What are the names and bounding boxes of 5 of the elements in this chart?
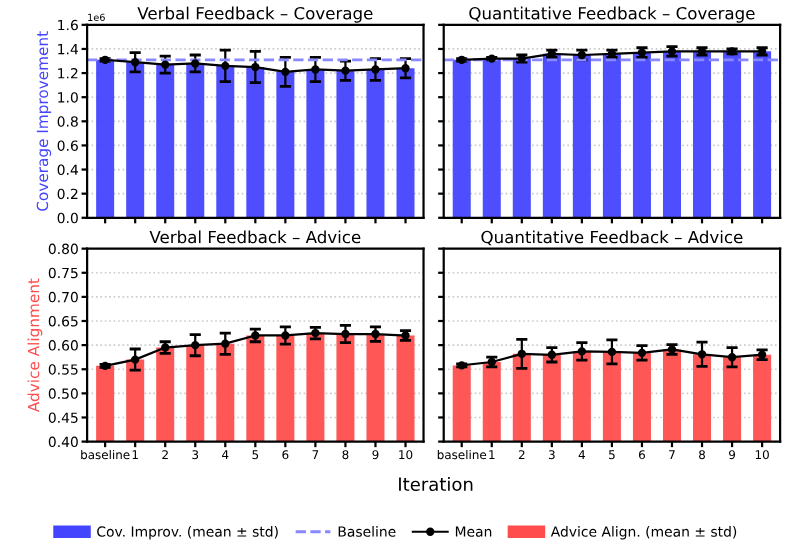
chart-title: Verbal Feedback – Advice [149, 230, 361, 244]
chart-title: Quantitative Feedback – Coverage [469, 6, 755, 23]
x-axis-title: Iteration [399, 477, 473, 491]
chart-title: Verbal Feedback – Coverage [137, 6, 373, 23]
chart-title: Quantitative Feedback – Advice [481, 230, 743, 246]
